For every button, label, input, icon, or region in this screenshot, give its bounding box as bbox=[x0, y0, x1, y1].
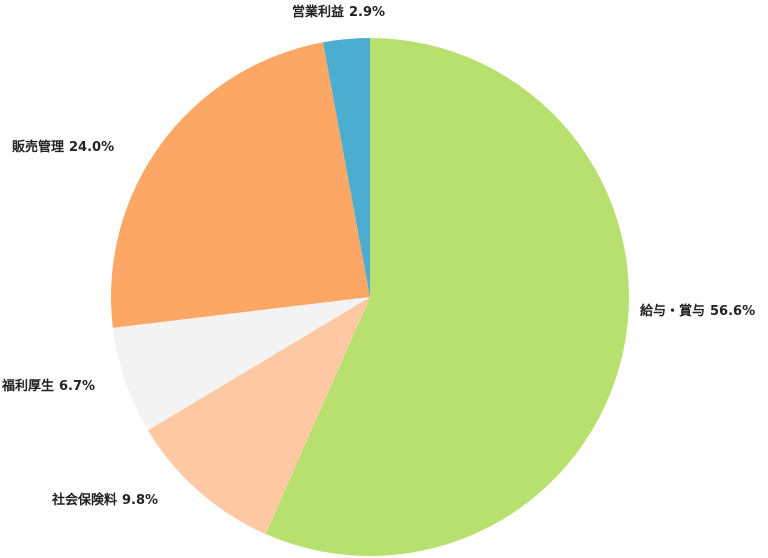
pie-slice bbox=[323, 38, 370, 297]
label-value: 2.9% bbox=[349, 5, 385, 20]
pie-slice bbox=[265, 38, 630, 557]
slice-label: 福利厚生 6.7% bbox=[1, 378, 95, 394]
slice-label: 営業利益 2.9% bbox=[292, 4, 385, 20]
label-category: 社会保険料 bbox=[51, 492, 117, 508]
slice-label: 社会保険料 9.8% bbox=[51, 492, 158, 508]
pie-slice bbox=[112, 297, 370, 431]
label-category: 給与・賞与 bbox=[640, 303, 705, 319]
label-category: 福利厚生 bbox=[1, 378, 54, 394]
slice-label: 販売管理 24.0% bbox=[12, 139, 114, 155]
label-category: 営業利益 bbox=[292, 4, 344, 20]
label-value: 24.0% bbox=[69, 140, 114, 155]
label-category: 販売管理 bbox=[12, 139, 64, 155]
label-value: 9.8% bbox=[122, 493, 158, 508]
pie-slice bbox=[147, 297, 370, 535]
label-value: 6.7% bbox=[59, 379, 95, 394]
pie-slice bbox=[111, 42, 371, 328]
label-value: 56.6% bbox=[710, 304, 755, 319]
slice-label: 給与・賞与 56.6% bbox=[640, 303, 755, 319]
